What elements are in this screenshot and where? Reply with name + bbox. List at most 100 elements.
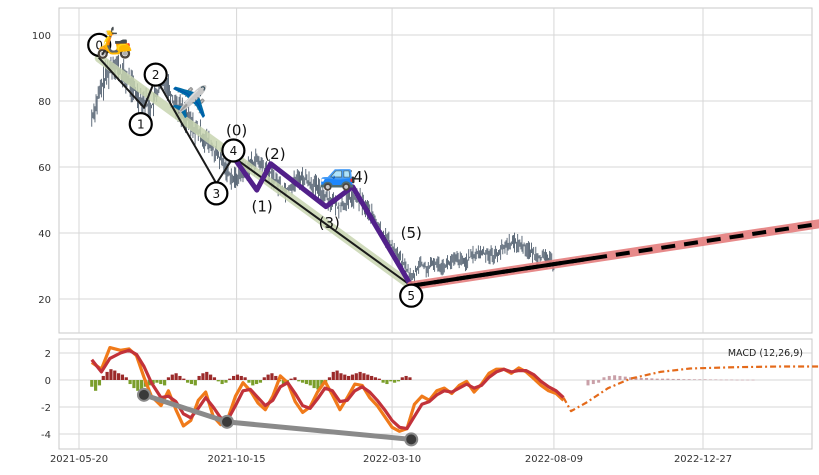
macd-histogram-bar (106, 372, 109, 380)
macd-projected-histogram-bar (592, 380, 595, 384)
macd-projected-histogram-bar (613, 375, 616, 380)
macd-projected-histogram-bar (645, 378, 648, 380)
macd-histogram-bar (385, 380, 388, 384)
macd-histogram-bar (228, 379, 231, 380)
macd-panel: 2 0 -2 -4 MACD (12,26,9) (41, 339, 819, 449)
x-tick-label: 2021-10-15 (208, 454, 266, 465)
macd-projected-histogram-bar (730, 380, 733, 381)
macd-histogram-bar (244, 377, 247, 380)
macd-histogram-bar (263, 377, 266, 380)
macd-histogram-bar (109, 369, 112, 380)
wave-label-circled: 5 (407, 289, 415, 303)
macd-histogram-bar (194, 380, 197, 385)
macd-histogram-bar (366, 375, 369, 380)
macd-projected-histogram-bar (714, 379, 717, 380)
macd-histogram-bar (155, 380, 158, 383)
macd-histogram-bar (198, 376, 201, 380)
macd-histogram-bar (201, 373, 204, 380)
macd-histogram-bar (224, 380, 227, 383)
wave-label: (1) (252, 198, 273, 216)
macd-histogram-bar (240, 376, 243, 380)
macd-histogram-bar (359, 372, 362, 380)
macd-histogram-bar (401, 377, 404, 380)
price-y-tick-label: 80 (38, 97, 51, 108)
macd-projected-histogram-bar (720, 380, 723, 381)
wave-label: (3) (319, 214, 340, 232)
macd-projected-histogram-bar (688, 379, 691, 380)
macd-projected-histogram-bar (736, 380, 739, 381)
wave-label-circled: 2 (152, 68, 160, 82)
macd-y-tick-label: 2 (45, 349, 51, 360)
divergence-point (138, 389, 150, 401)
macd-projected-histogram-bar (672, 379, 675, 380)
macd-histogram-bar (293, 377, 296, 380)
wave-label-circled: 1 (137, 118, 145, 132)
divergence-point (405, 433, 417, 445)
macd-histogram-bar (408, 377, 411, 380)
x-axis: 2021-05-20 2021-10-15 2022-03-10 2022-08-09… (50, 454, 732, 465)
macd-histogram-bar (397, 380, 400, 381)
macd-projected-histogram-bar (752, 380, 755, 381)
macd-histogram-bar (98, 380, 101, 385)
macd-y-tick-label: -4 (41, 430, 51, 441)
macd-y-tick-label: -2 (41, 403, 51, 414)
macd-histogram-bar (309, 380, 312, 385)
macd-histogram-bar (339, 373, 342, 380)
price-y-tick-label: 20 (38, 295, 51, 306)
macd-histogram-bar (129, 380, 132, 384)
macd-histogram-bar (236, 375, 239, 380)
macd-projected-histogram-bar (725, 380, 728, 381)
emoji-marker: 🚙 (319, 158, 356, 193)
macd-histogram-bar (167, 377, 170, 380)
x-tick-label: 2022-03-10 (363, 454, 421, 465)
wave-label: (0) (226, 122, 247, 140)
macd-histogram-bar (382, 380, 385, 383)
macd-histogram-bar (351, 375, 354, 380)
price-y-tick-label: 60 (38, 163, 51, 174)
macd-histogram-bar (232, 376, 235, 380)
wave-label: (5) (401, 224, 422, 242)
macd-histogram-bar (255, 380, 258, 384)
macd-histogram-bar (251, 380, 254, 385)
macd-histogram-bar (121, 375, 124, 380)
macd-histogram-bar (370, 376, 373, 380)
macd-histogram-bar (374, 377, 377, 380)
macd-projected-histogram-bar (618, 376, 621, 380)
macd-y-tick-label: 0 (45, 376, 51, 387)
macd-histogram-bar (355, 373, 358, 380)
macd-projected-histogram-bar (698, 379, 701, 380)
macd-projected-histogram-bar (704, 379, 707, 380)
macd-histogram-bar (213, 377, 216, 380)
macd-projected-histogram-bar (666, 379, 669, 380)
macd-histogram-bar (186, 380, 189, 383)
macd-histogram-bar (94, 380, 97, 391)
macd-histogram-bar (347, 376, 350, 380)
macd-projected-histogram-bar (650, 378, 653, 380)
x-tick-label: 2022-08-09 (525, 454, 583, 465)
macd-histogram-bar (90, 380, 93, 387)
macd-histogram-bar (178, 376, 181, 380)
x-tick-label: 2021-05-20 (50, 454, 108, 465)
x-tick-label: 2022-12-27 (674, 454, 732, 465)
macd-histogram-bar (259, 380, 262, 383)
macd-histogram-bar (290, 379, 293, 380)
macd-histogram-bar (267, 375, 270, 380)
macd-histogram-bar (343, 375, 346, 380)
macd-histogram-bar (182, 379, 185, 380)
macd-histogram-bar (305, 380, 308, 384)
wave-label-circled: 4 (230, 144, 238, 158)
macd-histogram-bar (175, 373, 178, 380)
macd-histogram-bar (113, 371, 116, 380)
macd-projected-histogram-bar (608, 376, 611, 380)
macd-projected-histogram-bar (602, 377, 605, 380)
macd-histogram-bar (301, 380, 304, 383)
macd-histogram-bar (328, 377, 331, 380)
macd-projected-histogram-bar (693, 379, 696, 380)
macd-projected-histogram-bar (597, 380, 600, 383)
macd-histogram-bar (247, 380, 250, 383)
macd-projected-histogram-bar (682, 379, 685, 380)
macd-legend-label: MACD (12,26,9) (728, 348, 803, 359)
